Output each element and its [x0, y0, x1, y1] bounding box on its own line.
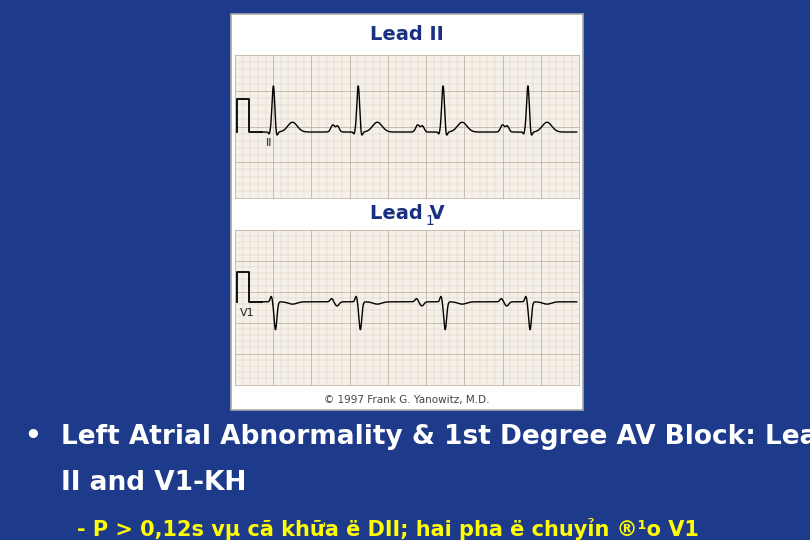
Text: Lead V: Lead V	[369, 205, 445, 224]
Text: •: •	[24, 424, 41, 450]
Text: - P > 0,12s vμ cã khữa ë DII; hai pha ë chuyỉn ®¹o V1: - P > 0,12s vμ cã khữa ë DII; hai pha ë …	[77, 518, 699, 540]
Text: II and V1-KH: II and V1-KH	[61, 470, 246, 496]
Text: V1: V1	[240, 308, 254, 318]
FancyBboxPatch shape	[231, 14, 583, 410]
Text: II: II	[266, 138, 272, 147]
FancyBboxPatch shape	[235, 55, 579, 198]
Text: © 1997 Frank G. Yanowitz, M.D.: © 1997 Frank G. Yanowitz, M.D.	[324, 395, 490, 406]
Text: Left Atrial Abnormality & 1st Degree AV Block: Leads: Left Atrial Abnormality & 1st Degree AV …	[61, 424, 810, 450]
FancyBboxPatch shape	[235, 230, 579, 384]
Text: $_1$: $_1$	[425, 209, 434, 228]
Text: Lead II: Lead II	[370, 25, 444, 44]
